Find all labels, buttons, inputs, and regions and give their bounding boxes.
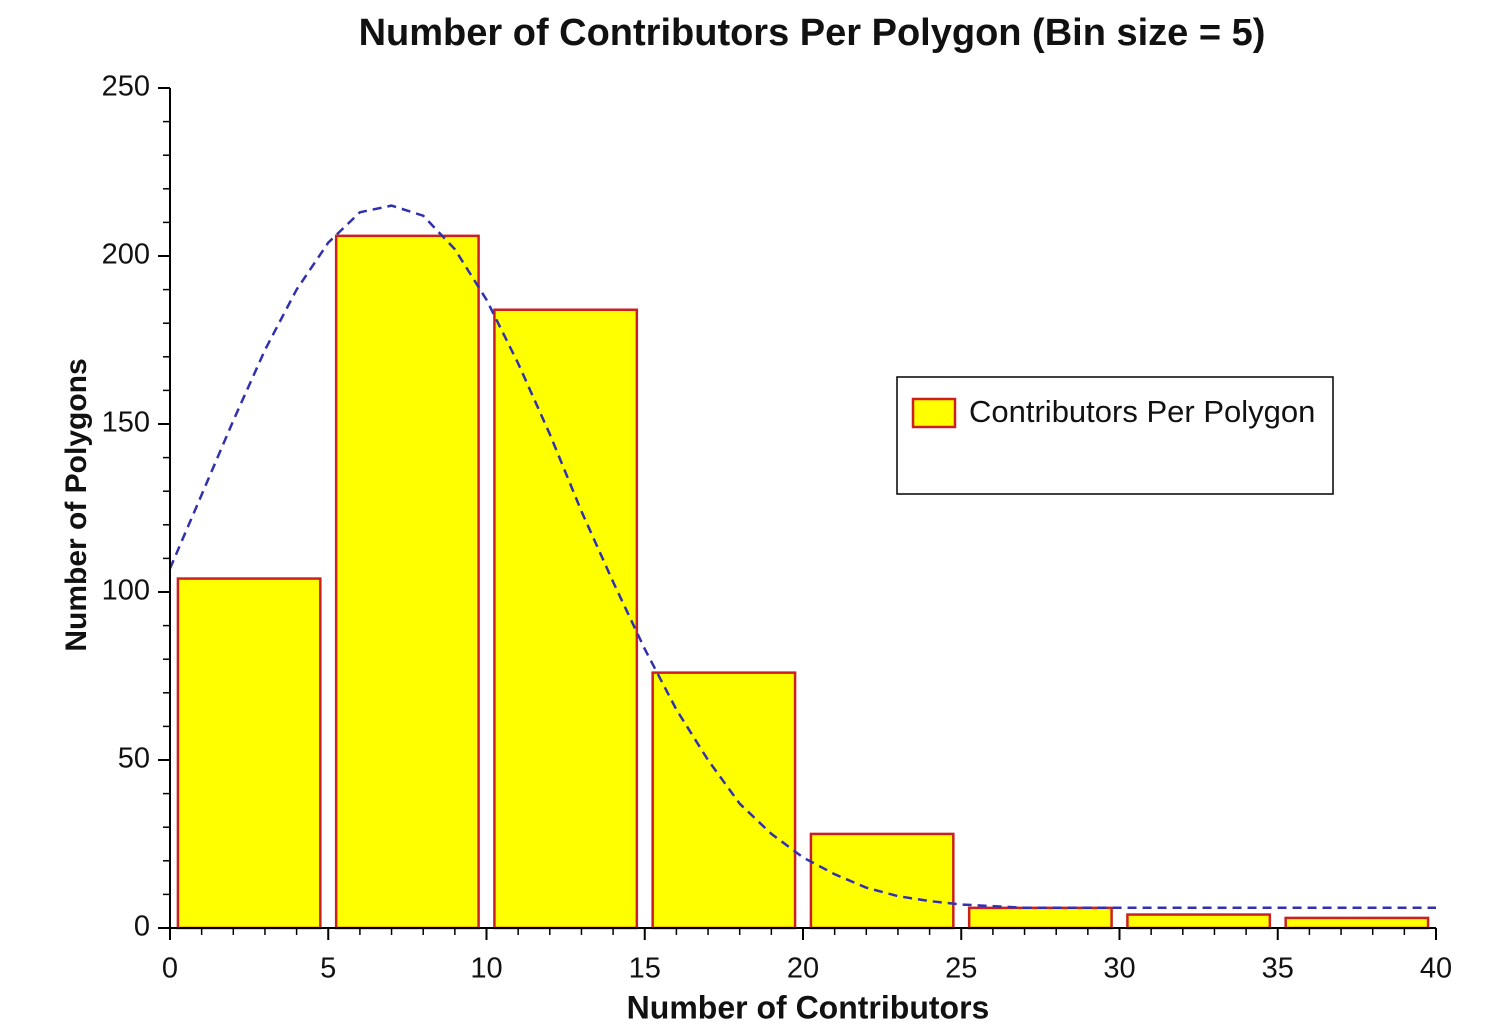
chart-title: Number of Contributors Per Polygon (Bin … [359, 12, 1266, 54]
y-tick-label: 50 [118, 743, 150, 775]
x-tick-label: 25 [945, 953, 977, 985]
fit-curve [168, 204, 1436, 910]
bar [493, 308, 639, 930]
y-tick-label: 150 [102, 407, 150, 439]
x-tick-label: 35 [1262, 953, 1294, 985]
bar [1126, 913, 1272, 930]
x-tick-label: 5 [320, 953, 336, 985]
x-tick-label: 15 [629, 953, 661, 985]
bar [176, 577, 322, 930]
y-tick-label: 0 [134, 911, 150, 943]
y-axis-label: Number of Polygons [60, 358, 93, 651]
x-tick-label: 0 [162, 953, 178, 985]
x-tick-label: 10 [470, 953, 502, 985]
legend-swatch [911, 397, 957, 429]
y-tick-label: 250 [102, 71, 150, 103]
y-tick-label: 100 [102, 575, 150, 607]
bar [967, 906, 1113, 930]
legend-label: Contributors Per Polygon [969, 394, 1315, 429]
x-tick-label: 20 [787, 953, 819, 985]
bar [809, 832, 955, 930]
bar [1284, 916, 1430, 930]
x-axis-label: Number of Contributors [627, 989, 990, 1025]
y-tick-label: 200 [102, 239, 150, 271]
bar [334, 234, 480, 930]
x-tick-label: 40 [1420, 953, 1452, 985]
bar [651, 671, 797, 930]
legend-box [896, 376, 1334, 495]
x-tick-label: 30 [1103, 953, 1135, 985]
